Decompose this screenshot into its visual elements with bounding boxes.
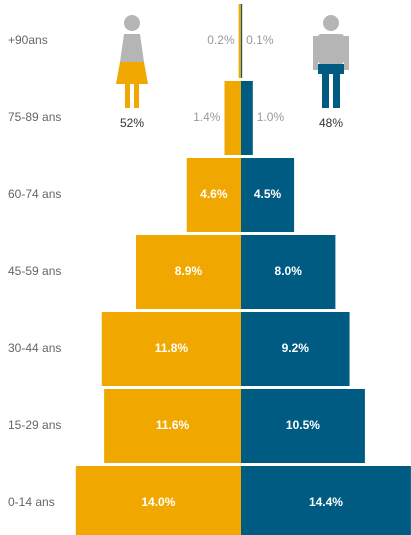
bar	[241, 158, 295, 232]
bar	[75, 466, 241, 535]
value-label: 0.1%	[246, 33, 274, 47]
value-label: 11.8%	[155, 341, 189, 355]
bar	[186, 158, 241, 232]
bar	[238, 4, 241, 78]
share-label: 52%	[120, 116, 144, 130]
value-label: 8.0%	[275, 264, 303, 278]
value-label: 14.4%	[309, 495, 343, 509]
value-label: 14.0%	[141, 495, 175, 509]
bar	[101, 312, 241, 386]
female-icon	[116, 15, 148, 108]
value-label: 1.4%	[193, 110, 221, 124]
category-label: 45-59 ans	[8, 264, 61, 278]
category-label: +90ans	[8, 33, 48, 47]
value-label: 10.5%	[286, 418, 320, 432]
bar	[224, 81, 241, 155]
bar	[241, 466, 411, 535]
bar	[241, 235, 336, 309]
bar	[241, 389, 365, 463]
value-label: 0.2%	[207, 33, 235, 47]
bar	[104, 389, 242, 463]
value-label: 9.2%	[282, 341, 310, 355]
category-label: 15-29 ans	[8, 418, 61, 432]
bar	[241, 4, 243, 78]
share-label: 48%	[319, 116, 343, 130]
category-label: 0-14 ans	[8, 495, 55, 509]
category-label: 30-44 ans	[8, 341, 61, 355]
bar	[241, 81, 253, 155]
value-label: 4.6%	[200, 187, 228, 201]
value-label: 1.0%	[257, 110, 285, 124]
value-label: 8.9%	[175, 264, 203, 278]
value-label: 11.6%	[156, 418, 190, 432]
bar	[241, 312, 350, 386]
value-label: 4.5%	[254, 187, 282, 201]
male-icon	[313, 15, 349, 108]
bar	[135, 235, 241, 309]
category-label: 60-74 ans	[8, 187, 61, 201]
category-label: 75-89 ans	[8, 110, 61, 124]
